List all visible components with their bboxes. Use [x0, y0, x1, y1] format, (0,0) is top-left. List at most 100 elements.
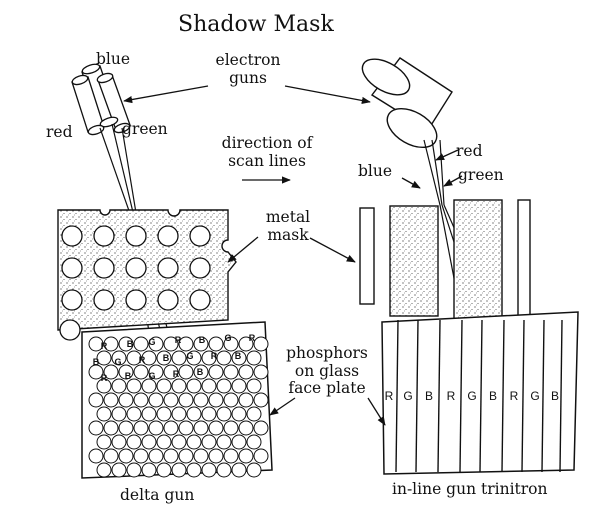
phosphor-dot: [141, 378, 157, 394]
phosphor-strip-letter: B: [425, 389, 433, 403]
phosphor-dot: [111, 406, 127, 422]
phosphor-dot: [223, 336, 239, 352]
phosphor-dot: [111, 434, 127, 450]
phosphor-dot: [88, 392, 104, 408]
phosphor-dot: [238, 392, 254, 408]
phosphor-dot: [111, 378, 127, 394]
phosphor-dot: [156, 434, 172, 450]
phosphor-dot: [126, 378, 142, 394]
phosphor-letter: G: [114, 357, 121, 367]
phosphor-dot: [178, 448, 194, 464]
phosphor-dot: [208, 448, 224, 464]
phosphor-dot: [223, 420, 239, 436]
phosphor-strip-letter: G: [530, 389, 539, 403]
phosphor-dot: [186, 434, 202, 450]
mask-hole: [59, 319, 81, 341]
phosphor-letter: G: [224, 333, 231, 343]
phosphor-letter: B: [235, 351, 242, 361]
phosphor-dot: [163, 392, 179, 408]
phosphor-dot: [156, 378, 172, 394]
phosphor-strip-letter: R: [385, 389, 394, 403]
phosphor-dot: [96, 378, 112, 394]
phosphor-dot: [208, 336, 224, 352]
label-metal-mask-line2: mask: [267, 225, 309, 244]
phosphor-strip-divider: [437, 319, 441, 473]
phosphor-dot: [96, 462, 112, 478]
mask-hole: [157, 225, 179, 247]
phosphor-strip-letter: B: [551, 389, 559, 403]
phosphor-letter: G: [148, 337, 155, 347]
phosphor-strip-divider: [521, 319, 525, 473]
phosphor-dot: [253, 336, 269, 352]
delta-metal-mask: [57, 209, 237, 341]
phosphor-strip-letter: G: [403, 389, 412, 403]
phosphor-dot: [96, 434, 112, 450]
phosphor-strip-letter: R: [510, 389, 519, 403]
phosphor-dot: [141, 462, 157, 478]
mask-hole: [189, 225, 211, 247]
label-inline-gun-trinitron: in-line gun trinitron: [392, 480, 548, 498]
phosphor-dot: [253, 448, 269, 464]
phosphor-dot: [163, 364, 179, 380]
phosphor-strip-divider: [459, 319, 463, 473]
mask-hole: [61, 225, 83, 247]
phosphor-letter: B: [93, 357, 100, 367]
phosphor-dot: [156, 462, 172, 478]
phosphor-dot: [118, 448, 134, 464]
phosphor-dot: [201, 462, 217, 478]
phosphor-strip-divider: [395, 319, 399, 473]
phosphor-letter: R: [101, 341, 108, 351]
mask-hole: [189, 289, 211, 311]
phosphor-dot: [148, 448, 164, 464]
phosphor-dot: [148, 420, 164, 436]
phosphor-letter: R: [211, 351, 218, 361]
phosphor-dot: [223, 392, 239, 408]
phosphor-dot: [253, 392, 269, 408]
delta-electron-guns: [71, 63, 131, 136]
phosphor-dot: [148, 392, 164, 408]
phosphor-dot: [163, 420, 179, 436]
mask-hole: [125, 257, 147, 279]
phosphor-dot: [208, 364, 224, 380]
phosphor-dot: [133, 392, 149, 408]
phosphor-dot: [186, 350, 202, 366]
phosphor-dot: [193, 420, 209, 436]
phosphor-dot: [103, 448, 119, 464]
phosphor-dot: [223, 448, 239, 464]
phosphor-dot: [231, 406, 247, 422]
label-green-right: green: [458, 166, 504, 184]
phosphor-dot: [111, 350, 127, 366]
phosphor-dot: [216, 406, 232, 422]
label-phosphors-line1: phosphors: [286, 344, 368, 362]
phosphor-dot: [253, 420, 269, 436]
phosphor-dot: [88, 364, 104, 380]
phosphor-dot: [118, 364, 134, 380]
phosphor-dot: [96, 406, 112, 422]
phosphor-dot: [88, 448, 104, 464]
phosphor-dot: [133, 420, 149, 436]
mask-hole: [93, 257, 115, 279]
phosphor-dot: [141, 350, 157, 366]
phosphor-dot: [201, 378, 217, 394]
phosphor-letter: B: [125, 371, 132, 381]
phosphor-dot: [216, 350, 232, 366]
phosphor-dot: [238, 364, 254, 380]
label-phosphors-line2: on glass: [294, 361, 360, 380]
phosphor-dot: [126, 462, 142, 478]
phosphor-dot: [141, 406, 157, 422]
phosphor-dot: [111, 462, 127, 478]
phosphor-dot: [118, 392, 134, 408]
phosphor-dot: [231, 378, 247, 394]
phosphor-dot: [201, 406, 217, 422]
phosphor-dot: [246, 350, 262, 366]
mask-hole: [157, 289, 179, 311]
phosphor-strip-letter: R: [447, 389, 456, 403]
phosphor-dot: [126, 406, 142, 422]
phosphor-dot: [253, 364, 269, 380]
phosphor-letter: B: [197, 367, 204, 377]
phosphor-dot: [216, 378, 232, 394]
phosphor-letter: R: [249, 333, 256, 343]
phosphor-dot: [201, 350, 217, 366]
